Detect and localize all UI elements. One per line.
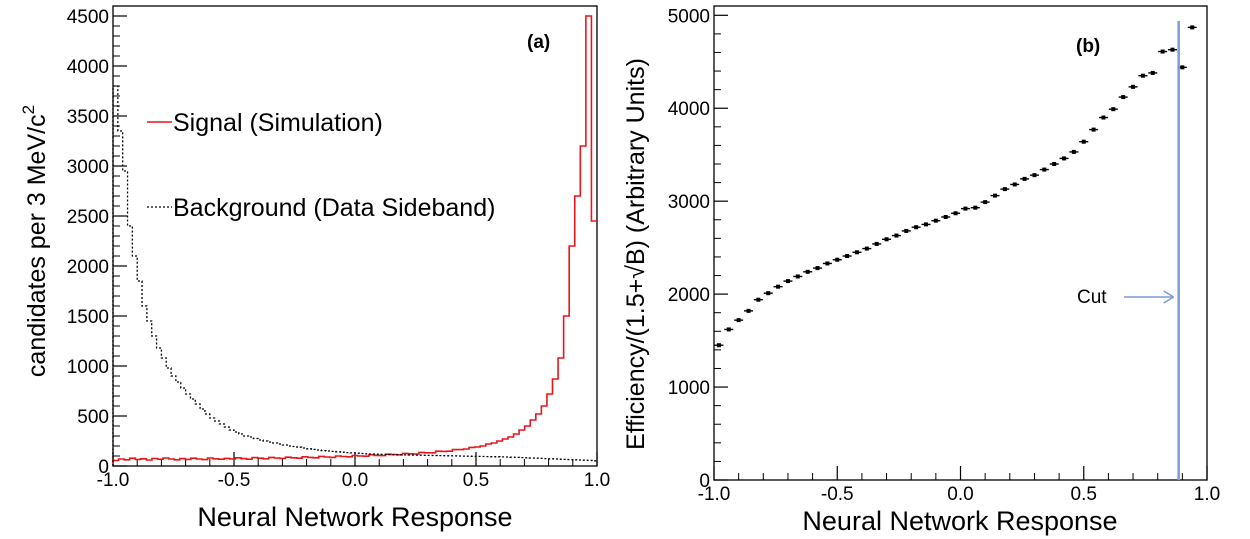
data-point [884, 237, 889, 242]
x-axis-title-b: Neural Network Response [802, 506, 1117, 536]
data-point [1101, 115, 1106, 120]
x-tick-label-b: 0.0 [947, 484, 973, 505]
data-point [1071, 149, 1076, 154]
y-axis-title-b: Efficiency/(1.5+√B) (Arbitrary Units) [622, 58, 650, 450]
x-tick-label-a: 0.0 [342, 470, 368, 491]
background-histogram-line [112, 85, 597, 466]
data-point [1042, 167, 1047, 172]
data-point [1140, 73, 1145, 78]
data-point [973, 205, 978, 210]
data-point [1002, 187, 1007, 192]
data-point [1160, 49, 1165, 54]
x-tick-label-b: 1.0 [1194, 484, 1220, 505]
x-tick-label-b: -1.0 [698, 484, 731, 505]
plot-frame-a [112, 5, 598, 467]
panel-label-a: (a) [527, 32, 550, 53]
data-point [776, 284, 781, 289]
y-axis-title-a: candidates per 3 MeV/c2 [19, 105, 51, 377]
data-point [795, 274, 800, 279]
data-point [1190, 25, 1195, 30]
data-point [1170, 47, 1175, 52]
y-tick-label-b: 1000 [668, 378, 710, 399]
data-point [746, 308, 751, 313]
data-point [963, 206, 968, 211]
data-point [1012, 182, 1017, 187]
data-point [1131, 84, 1136, 89]
y-tick-label-b: 3000 [668, 192, 710, 213]
data-point [805, 269, 810, 274]
legend-label-background: Background (Data Sideband) [173, 194, 495, 222]
data-point [904, 228, 909, 233]
y-axis-title-a-superscript: 2 [19, 105, 38, 114]
data-point [1081, 139, 1086, 144]
y-tick-label-a: 2500 [67, 207, 109, 228]
data-point [845, 254, 850, 259]
y-tick-label-a: 2000 [67, 257, 109, 278]
data-point [726, 327, 731, 332]
data-point [864, 246, 869, 251]
data-point [953, 211, 958, 216]
data-point [835, 257, 840, 262]
y-tick-label-a: 3500 [67, 107, 109, 128]
y-axis-title-a-main: candidates per 3 MeV/c [23, 114, 51, 377]
y-tick-label-b: 5000 [668, 6, 710, 27]
x-axis-title-a: Neural Network Response [197, 502, 512, 532]
data-point [736, 318, 741, 323]
data-point [756, 297, 761, 302]
y-tick-label-b: 0 [699, 471, 710, 492]
signal-histogram-line [112, 15, 597, 466]
data-point [815, 266, 820, 271]
x-tick-label-a: 0.5 [463, 470, 489, 491]
data-point [983, 200, 988, 205]
data-point [1180, 65, 1185, 70]
panel-b-scatter: -1.0 -0.5 0.0 0.5 1.0 0 1000 2000 3000 4000 5000 Cu… [622, 5, 1220, 536]
data-point [894, 233, 899, 238]
legend-label-signal: Signal (Simulation) [173, 109, 383, 137]
data-point [716, 343, 721, 348]
data-point [923, 222, 928, 227]
data-point [993, 193, 998, 198]
y-tick-label-b: 2000 [668, 285, 710, 306]
panel-label-b: (b) [1076, 36, 1100, 57]
data-point [1022, 176, 1027, 181]
x-tick-label-b: 0.5 [1071, 484, 1097, 505]
y-tick-label-a: 4000 [67, 57, 109, 78]
panel-a-histogram: -1.0 -0.5 0.0 0.5 1.0 0 500 1000 1500 2000 2500 300… [19, 5, 610, 532]
data-point [1121, 95, 1126, 100]
y-tick-label-a: 3000 [67, 157, 109, 178]
data-point [1032, 173, 1037, 178]
y-tick-label-a: 1000 [67, 357, 109, 378]
x-tick-label-a: -1.0 [97, 470, 130, 491]
y-tick-label-a: 500 [77, 407, 109, 428]
data-point [825, 261, 830, 266]
data-point [785, 279, 790, 284]
cut-label: Cut [1077, 287, 1107, 308]
data-point [874, 241, 879, 246]
data-point [854, 250, 859, 255]
data-point [914, 225, 919, 230]
data-point [1091, 127, 1096, 132]
y-tick-label-a: 0 [98, 457, 109, 478]
x-tick-label-a: -0.5 [218, 470, 251, 491]
x-tick-label-a: 1.0 [584, 470, 610, 491]
cut-arrow-head [1163, 290, 1175, 304]
y-tick-label-b: 4000 [668, 99, 710, 120]
data-point [943, 214, 948, 219]
x-tick-label-b: -0.5 [821, 484, 854, 505]
data-point [1150, 70, 1155, 75]
y-tick-label-a: 1500 [67, 307, 109, 328]
data-point [1052, 162, 1057, 166]
data-point [1111, 107, 1116, 112]
y-tick-label-a: 4500 [67, 7, 109, 28]
plot-frame-b [713, 5, 1208, 481]
data-point [933, 218, 938, 223]
data-point [1062, 156, 1067, 161]
data-point [766, 291, 771, 296]
